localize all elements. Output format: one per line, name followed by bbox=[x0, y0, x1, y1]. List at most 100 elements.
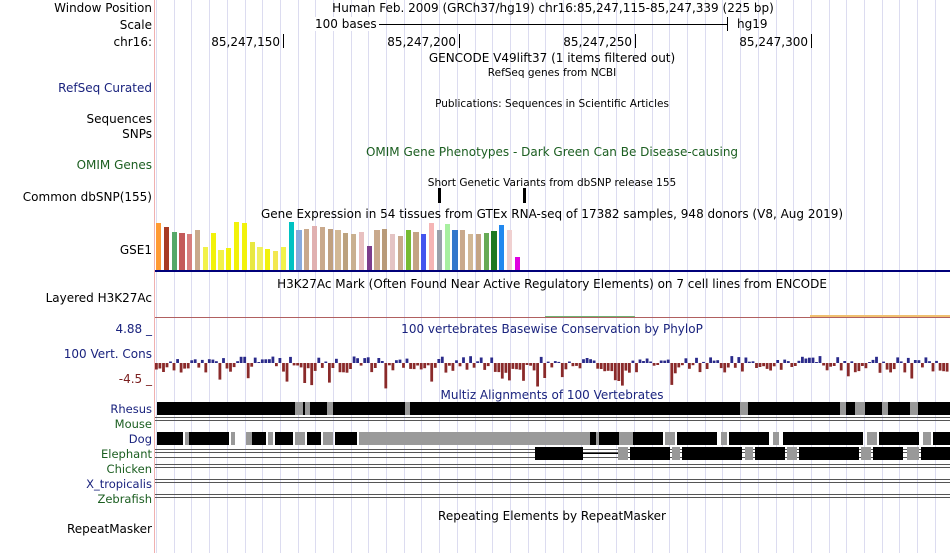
phylop-bar bbox=[871, 359, 875, 363]
rhesus-gap bbox=[295, 402, 303, 415]
phylop-bar bbox=[380, 361, 384, 363]
phylop-bar bbox=[751, 361, 755, 363]
gtex-tissue-bar[interactable] bbox=[288, 222, 294, 270]
gridline bbox=[899, 0, 900, 553]
gtex-tissue-bar[interactable] bbox=[210, 233, 216, 270]
elephant-alignment bbox=[861, 447, 871, 460]
gtex-tissue-bar[interactable] bbox=[171, 232, 177, 270]
dog-gray-block bbox=[360, 432, 590, 445]
gtex-tissue-bar[interactable] bbox=[265, 249, 271, 270]
gtex-tissue-bar[interactable] bbox=[218, 250, 224, 270]
gtex-tissue-bar[interactable] bbox=[234, 222, 240, 270]
phylop-bar bbox=[786, 361, 790, 363]
gse1-label[interactable]: GSE1 bbox=[119, 243, 152, 257]
gtex-tissue-bar[interactable] bbox=[257, 247, 263, 270]
gtex-tissue-bar[interactable] bbox=[452, 230, 458, 270]
species-rhesus-label[interactable]: Rhesus bbox=[110, 402, 152, 416]
sequences-label[interactable]: Sequences bbox=[86, 112, 152, 126]
gtex-tissue-bar[interactable] bbox=[382, 229, 388, 270]
species-zebrafish-label[interactable]: Zebrafish bbox=[97, 492, 152, 506]
species-chicken-label[interactable]: Chicken bbox=[106, 462, 152, 476]
repeatmasker-label[interactable]: RepeatMasker bbox=[66, 522, 152, 536]
phylop-bar bbox=[292, 363, 296, 366]
phylop-bar bbox=[568, 361, 571, 363]
gtex-tissue-bar[interactable] bbox=[483, 233, 489, 270]
gtex-tissue-bar[interactable] bbox=[163, 227, 169, 270]
rhesus-gap bbox=[882, 402, 888, 415]
species-elephant-label[interactable]: Elephant bbox=[101, 447, 152, 461]
dog-alignment bbox=[307, 432, 321, 445]
phylop-bar bbox=[585, 358, 589, 363]
gtex-tissue-bar[interactable] bbox=[351, 234, 357, 270]
species-xtropicalis-label[interactable]: X_tropicalis bbox=[86, 477, 152, 491]
layered-h3k27ac-label[interactable]: Layered H3K27Ac bbox=[45, 291, 152, 305]
gtex-tissue-bar[interactable] bbox=[429, 223, 435, 270]
repeatmasker-track-title: Repeating Elements by RepeatMasker bbox=[438, 509, 666, 523]
dog-alignment bbox=[599, 432, 619, 445]
snp-marker[interactable] bbox=[438, 188, 441, 203]
gtex-tissue-bar[interactable] bbox=[374, 230, 380, 270]
phylop-bar bbox=[924, 357, 928, 363]
gtex-tissue-bar[interactable] bbox=[358, 232, 364, 270]
gtex-tissue-bar[interactable] bbox=[405, 230, 411, 270]
phylop-bar bbox=[938, 363, 942, 371]
snp-marker[interactable] bbox=[523, 188, 526, 203]
gtex-tissue-bar[interactable] bbox=[491, 231, 497, 270]
gtex-tissue-bar[interactable] bbox=[249, 242, 255, 270]
phylop-bar bbox=[448, 363, 451, 366]
species-dog-label[interactable]: Dog bbox=[128, 432, 152, 446]
gtex-tissue-bar[interactable] bbox=[187, 234, 193, 270]
gtex-tissue-bar[interactable] bbox=[319, 227, 325, 270]
multiz-alignment-blocks[interactable] bbox=[155, 400, 950, 505]
genome-browser-track-image[interactable]: Human Feb. 2009 (GRCh37/hg19) chr16:85,2… bbox=[155, 0, 950, 553]
phylop-bar bbox=[596, 363, 600, 369]
gtex-tissue-bar[interactable] bbox=[241, 223, 247, 270]
gtex-tissue-bar[interactable] bbox=[156, 223, 162, 270]
gtex-tissue-bar[interactable] bbox=[179, 233, 185, 270]
phylop-conservation-plot[interactable] bbox=[155, 342, 950, 392]
gtex-tissue-bar[interactable] bbox=[421, 234, 427, 270]
gtex-tissue-bar[interactable] bbox=[202, 247, 208, 270]
gtex-tissue-bar[interactable] bbox=[390, 234, 396, 270]
elephant-alignment bbox=[907, 447, 919, 460]
common-dbsnp-label[interactable]: Common dbSNP(155) bbox=[22, 190, 152, 204]
gtex-tissue-bar[interactable] bbox=[195, 230, 201, 270]
gtex-tissue-bar[interactable] bbox=[343, 233, 349, 270]
phylop-bar bbox=[532, 363, 536, 371]
phylop-bar bbox=[236, 361, 239, 363]
gtex-tissue-bar[interactable] bbox=[335, 230, 341, 270]
gtex-tissue-bar[interactable] bbox=[226, 248, 232, 270]
omim-genes-label[interactable]: OMIM Genes bbox=[76, 158, 152, 172]
phylop-bar bbox=[215, 361, 218, 363]
phylop-bar bbox=[553, 361, 557, 363]
species-mouse-label[interactable]: Mouse bbox=[114, 417, 152, 431]
gtex-tissue-bar[interactable] bbox=[413, 232, 419, 270]
gtex-tissue-bar[interactable] bbox=[304, 229, 310, 270]
gtex-tissue-bar[interactable] bbox=[507, 230, 513, 270]
gtex-tissue-bar[interactable] bbox=[327, 229, 333, 270]
phylop-bar bbox=[906, 357, 910, 363]
gtex-tissue-bar[interactable] bbox=[280, 247, 286, 270]
gtex-tissue-bar[interactable] bbox=[444, 224, 450, 270]
phylop-bar bbox=[861, 363, 864, 366]
gridline bbox=[333, 0, 334, 553]
gtex-tissue-bar[interactable] bbox=[460, 230, 466, 270]
gtex-tissue-bar[interactable] bbox=[436, 230, 442, 270]
gtex-tissue-bar[interactable] bbox=[468, 234, 474, 270]
refseq-curated-label[interactable]: RefSeq Curated bbox=[58, 81, 152, 95]
gtex-tissue-bar[interactable] bbox=[514, 257, 520, 270]
gtex-tissue-bar[interactable] bbox=[296, 230, 302, 270]
phylop-bar bbox=[681, 363, 684, 366]
phylop-bar bbox=[229, 363, 232, 372]
vert-cons-label[interactable]: 100 Vert. Cons bbox=[63, 347, 152, 361]
gtex-tissue-bar[interactable] bbox=[366, 246, 372, 270]
gtex-tissue-bar[interactable] bbox=[475, 234, 481, 270]
gtex-tissue-bar[interactable] bbox=[397, 236, 403, 270]
gtex-tissue-bar[interactable] bbox=[499, 225, 505, 270]
phylop-bar bbox=[310, 363, 314, 386]
gridline bbox=[598, 0, 599, 553]
scale-bar bbox=[373, 17, 728, 31]
gtex-tissue-bar[interactable] bbox=[273, 251, 279, 270]
phylop-bar bbox=[218, 363, 222, 380]
gtex-tissue-bar[interactable] bbox=[312, 226, 318, 270]
